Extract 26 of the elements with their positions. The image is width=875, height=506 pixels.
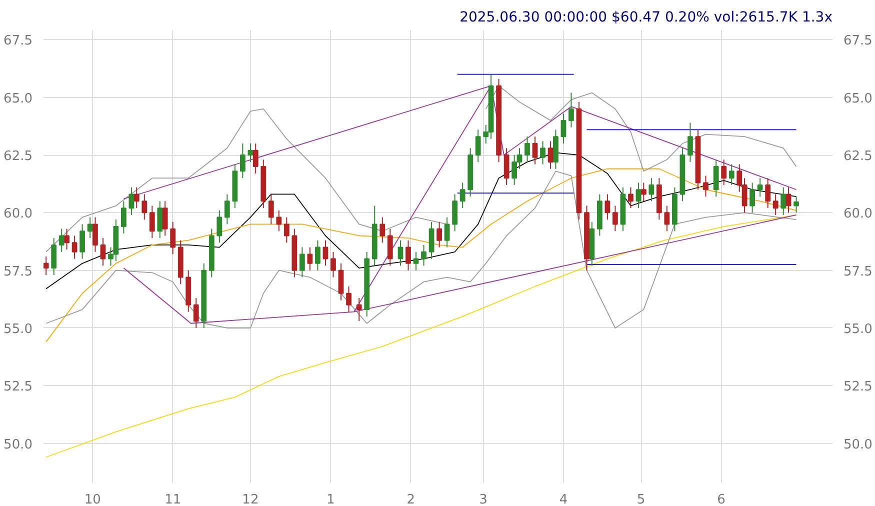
x-tick-label: 3 xyxy=(479,492,488,506)
y-tick-label: 60.0 xyxy=(4,206,33,222)
y-tick-label: 65.0 xyxy=(4,91,33,106)
y-tick-label: 52.5 xyxy=(4,380,33,395)
x-tick-label: 11 xyxy=(164,492,182,506)
x-tick-label: 4 xyxy=(559,492,568,506)
y2-tick-label: 57.5 xyxy=(844,264,872,280)
x-tick-label: 2 xyxy=(406,492,415,506)
y2-tick-label: 55.0 xyxy=(844,322,872,337)
y2-tick-label: 65.0 xyxy=(844,91,872,106)
y-tick-label: 62.5 xyxy=(4,149,33,164)
y-tick-label: 50.0 xyxy=(4,437,33,452)
y2-tick-label: 62.5 xyxy=(844,149,872,164)
x-tick-label: 12 xyxy=(242,492,259,506)
y2-tick-label: 50.0 xyxy=(844,437,872,452)
chart-title: 2025.06.30 00:00:00 $60.47 0.20% vol:2615.7K 1.3x xyxy=(460,10,832,26)
y-tick-label: 67.5 xyxy=(4,34,33,49)
y-tick-label: 55.0 xyxy=(4,322,33,337)
x-tick-label: 1 xyxy=(326,492,335,506)
x-tick-label: 6 xyxy=(717,492,726,506)
y-tick-label: 57.5 xyxy=(4,264,33,280)
y2-tick-label: 52.5 xyxy=(844,380,872,395)
x-tick-label: 10 xyxy=(84,492,101,506)
x-tick-label: 5 xyxy=(636,492,646,506)
y2-tick-label: 67.5 xyxy=(844,34,872,49)
y2-tick-label: 60.0 xyxy=(844,206,872,222)
